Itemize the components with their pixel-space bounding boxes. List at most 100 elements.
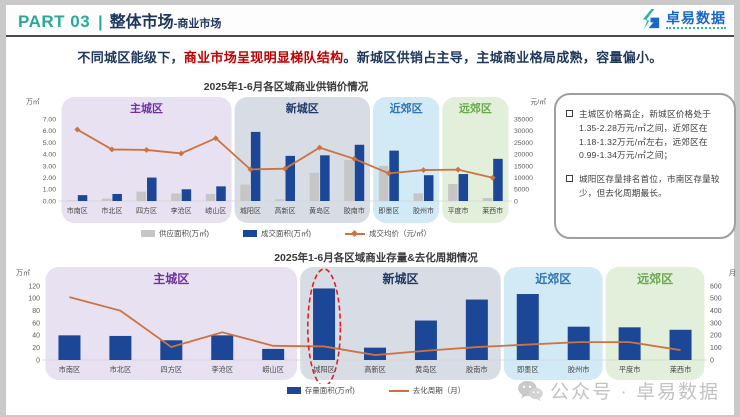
logo: 卓易数据 (639, 8, 726, 31)
bar-李沧区 (181, 189, 192, 201)
right-axis-tick: 5000 (514, 187, 529, 194)
region-label-主城区: 主城区 (130, 101, 163, 115)
line-series (69, 296, 681, 356)
legend-bar-swatch-icon (286, 387, 301, 394)
right-axis-tick: 35000 (514, 116, 533, 123)
x-label-胶南市: 胶南市 (344, 206, 365, 215)
section-subtitle: -商业市场 (173, 18, 222, 30)
bar-胶州市 (567, 326, 590, 360)
left-axis-tick: 120 (28, 283, 40, 290)
bar-崂山区 (216, 186, 226, 201)
x-label-城阳区: 城阳区 (313, 365, 335, 374)
chart2-legend: 存量面积(万㎡) 去化周期（月） (14, 385, 738, 396)
right-axis-tick: 10000 (514, 175, 533, 182)
x-label-城阳区: 城阳区 (240, 206, 261, 215)
header-separator: | (98, 14, 103, 31)
x-label-黄岛区: 黄岛区 (415, 365, 437, 374)
legend-item: 成交面积(万㎡) (242, 228, 311, 239)
bullet-text: 主城区价格高企，新城区价格处于1.35-2.28万元/㎡之间，近郊区在1.18-… (579, 109, 711, 161)
logo-name: 卓易数据 (666, 9, 726, 26)
bar-四方区 (147, 177, 157, 201)
header-bar: PART 03 | 整体市场 -商业市场 (6, 5, 734, 37)
bar-莱西市 (482, 198, 493, 201)
bar-崂山区 (262, 348, 285, 360)
legend-label: 成交均价（元/㎡） (368, 229, 432, 238)
bar-平度市 (448, 184, 458, 201)
left-axis-tick: 4.00 (43, 152, 56, 159)
x-label-崂山区: 崂山区 (262, 365, 284, 374)
x-label-高新区: 高新区 (364, 365, 386, 374)
bar-黄岛区 (414, 320, 437, 360)
right-axis-tick: 30000 (514, 128, 533, 135)
chart-stock-cycle: 2025年1-6月各区域商业存量&去化周期情况 120 100 80 60 40 20 0 6… (14, 250, 738, 396)
x-label-平度市: 平度市 (619, 365, 641, 374)
bar-平度市 (458, 174, 469, 201)
bar-高新区 (285, 155, 295, 201)
left-axis-tick: 100 (28, 296, 40, 303)
x-label-四方区: 四方区 (161, 365, 183, 374)
left-axis-tick: 6.00 (43, 128, 56, 135)
bar-莱西市 (669, 329, 692, 360)
left-axis-tick: 7.00 (43, 116, 56, 123)
right-axis-tick: 500 (710, 296, 722, 303)
legend-label: 存量面积(万㎡) (304, 386, 355, 395)
legend-line-swatch-icon (388, 389, 409, 392)
legend-marker-icon (351, 229, 359, 237)
right-axis-tick: 300 (710, 320, 722, 327)
x-label-胶南市: 胶南市 (466, 365, 488, 374)
legend-line-swatch-icon (344, 229, 365, 237)
bar-四方区 (136, 191, 147, 201)
x-label-市南区: 市南区 (67, 206, 88, 215)
x-label-四方区: 四方区 (136, 206, 157, 215)
left-axis-tick: 60 (32, 320, 40, 327)
x-label-高新区: 高新区 (275, 206, 296, 215)
left-axis-tick: 80 (32, 308, 40, 315)
x-label-莱西市: 莱西市 (670, 365, 692, 374)
bar-胶南市 (344, 160, 354, 201)
logo-text-block: 卓易数据 (666, 11, 726, 29)
bar-胶州市 (423, 175, 434, 201)
right-axis-tick: 100 (710, 345, 722, 352)
region-label-新城区: 新城区 (382, 271, 418, 286)
x-label-李沧区: 李沧区 (171, 206, 192, 215)
legend-label: 供应面积(万㎡) (158, 229, 209, 238)
x-label-胶州市: 胶州市 (413, 206, 434, 215)
bar-李沧区 (171, 193, 181, 201)
insight-bullet: 城阳区存量排名首位，市南区存量较少，但去化周期最长。 (566, 173, 725, 201)
bar-黄岛区 (320, 155, 330, 201)
left-axis-tick: 1.00 (43, 187, 56, 194)
left-axis-unit: 万㎡ (16, 269, 30, 277)
x-label-平度市: 平度市 (448, 206, 469, 215)
slide: PART 03 | 整体市场 -商业市场 卓易数据 不同城区能级下，商业市场呈现… (6, 5, 736, 415)
left-axis-tick: 40 (32, 333, 40, 340)
region-panel (45, 267, 298, 380)
region-label-远郊区: 远郊区 (459, 101, 492, 115)
left-axis-tick: 3.00 (43, 163, 56, 170)
legend-label: 去化周期（月） (412, 386, 466, 395)
x-label-黄岛区: 黄岛区 (309, 206, 330, 215)
insight-panel: 主城区价格高企，新城区价格处于1.35-2.28万元/㎡之间，近郊区在1.18-… (554, 93, 736, 239)
x-label-胶州市: 胶州市 (568, 365, 590, 374)
legend-bar-swatch-icon (242, 230, 257, 237)
bar-市北区 (112, 193, 122, 201)
left-axis-unit: 万㎡ (26, 97, 40, 106)
region-panel (373, 97, 440, 223)
wechat-icon (517, 380, 543, 402)
bar-即墨区 (389, 150, 399, 201)
region-panel (234, 97, 371, 223)
headline-highlight: 商业市场呈现明显梯队结构 (183, 50, 344, 65)
right-axis-tick: 0 (710, 357, 714, 364)
insight-bullet: 主城区价格高企，新城区价格处于1.35-2.28万元/㎡之间，近郊区在1.18-… (566, 108, 725, 163)
bar-市北区 (109, 335, 132, 360)
right-axis-tick: 25000 (514, 140, 533, 147)
bar-胶南市 (354, 144, 365, 201)
chart1-canvas: 7.00 6.00 5.00 4.00 3.00 2.00 1.00 0.00 35000 300… (26, 97, 546, 223)
chart-supply-price: 2025年1-6月各区域商业供销价情况 7.00 6.00 5.00 4.00 3.00… (24, 79, 548, 239)
legend-label: 成交面积(万㎡) (260, 229, 311, 238)
right-axis-tick: 15000 (514, 163, 533, 170)
x-label-市北区: 市北区 (110, 365, 132, 374)
left-axis-tick: 2.00 (43, 175, 56, 182)
bar-城阳区 (240, 184, 250, 201)
bullet-square-icon (566, 175, 573, 182)
